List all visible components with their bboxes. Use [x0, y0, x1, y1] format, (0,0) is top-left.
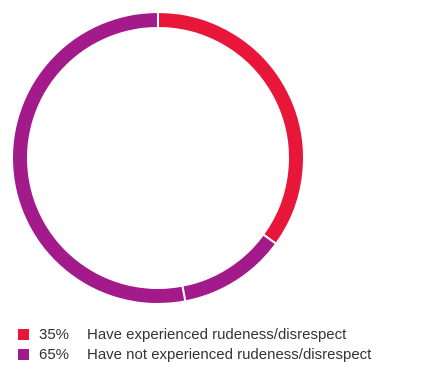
donut-slice-1 [181, 233, 278, 303]
legend-swatch-not-experienced [18, 348, 29, 360]
legend-percent-experienced: 35% [39, 325, 70, 343]
donut-slice-2 [11, 10, 187, 305]
chart-legend: 35% Have experienced rudeness/disrespect… [18, 324, 371, 364]
legend-item-not-experienced: 65% Have not experienced rudeness/disres… [18, 344, 371, 364]
legend-swatch-experienced [18, 328, 29, 340]
donut-slice-0 [157, 10, 305, 246]
legend-label-experienced: Have experienced rudeness/disrespect [87, 325, 347, 343]
legend-percent-not-experienced: 65% [39, 345, 70, 363]
donut-svg [11, 10, 305, 305]
legend-label-not-experienced: Have not experienced rudeness/disrespect [87, 345, 372, 363]
legend-item-experienced: 35% Have experienced rudeness/disrespect [18, 324, 371, 344]
